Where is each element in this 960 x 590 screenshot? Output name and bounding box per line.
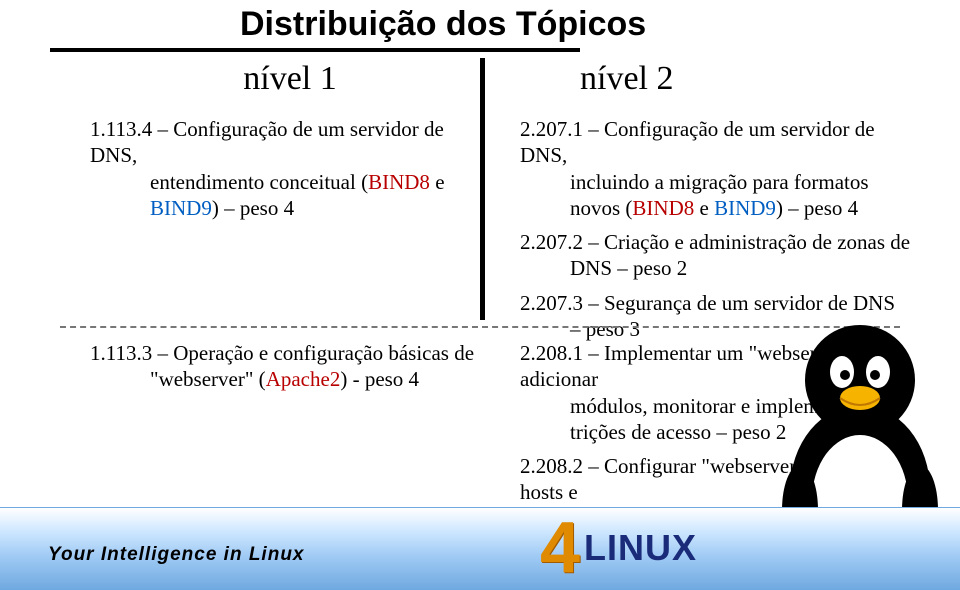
bind9-label: BIND9	[714, 196, 776, 220]
logo-text: LINUX	[584, 527, 697, 569]
col-right-row1: nível 2 2.207.1 – Configuração de um ser…	[520, 60, 920, 350]
col-left-row2: 1.113.3 – Operação e configuração básica…	[90, 340, 490, 401]
text-indent: módulos, monitorar e implementar res-	[520, 393, 920, 419]
col-header-right: nível 2	[520, 60, 920, 98]
slide: Distribuição dos Tópicos nível 1 1.113.4…	[0, 0, 960, 590]
topic-2-207-3: 2.207.3 – Segurança de um servidor de DN…	[520, 290, 920, 343]
footer-tagline: Your Intelligence in Linux	[48, 544, 305, 566]
topic-2-207-2: 2.207.2 – Criação e administração de zon…	[520, 229, 920, 282]
title-underline	[50, 48, 580, 52]
col-header-left: nível 1	[90, 60, 490, 98]
apache2-label: Apache2	[266, 367, 341, 391]
topic-2-208-1: 2.208.1 – Implementar um "webserver", ad…	[520, 340, 920, 445]
text: ) - peso 4	[340, 367, 419, 391]
text: 1.113.3 – Operação e configuração básica…	[90, 341, 474, 365]
text: e	[694, 196, 714, 220]
text-indent: "webserver" (Apache2) - peso 4	[90, 366, 490, 392]
text: "webserver" (	[150, 367, 266, 391]
text-indent: – peso 3	[520, 316, 920, 342]
logo-four: 4	[540, 512, 580, 584]
dashed-divider	[60, 326, 900, 328]
text: 2.207.2 – Criação e administração de zon…	[520, 230, 910, 254]
text-indent: entendimento conceitual (BIND8 e	[90, 169, 490, 195]
bind9-label: BIND9	[150, 196, 212, 220]
topic-2-207-1: 2.207.1 – Configuração de um servidor de…	[520, 116, 920, 221]
col-left-row1: nível 1 1.113.4 – Configuração de um ser…	[90, 60, 490, 229]
slide-title: Distribuição dos Tópicos	[240, 5, 646, 44]
text: novos (	[570, 196, 632, 220]
text-indent: novos (BIND8 e BIND9) – peso 4	[520, 195, 920, 221]
text: ) – peso 4	[776, 196, 858, 220]
bind8-label: BIND8	[368, 170, 430, 194]
text: 2.208.2 – Configurar "webserver" (virtua…	[520, 454, 872, 504]
footer-inner: Your Intelligence in Linux 4 LINUX	[0, 508, 960, 590]
bind8-label: BIND8	[632, 196, 694, 220]
text: 2.207.1 – Configuração de um servidor de…	[520, 117, 875, 167]
text: ) – peso 4	[212, 196, 294, 220]
topic-1-113-3: 1.113.3 – Operação e configuração básica…	[90, 340, 490, 393]
text-indent: incluindo a migração para formatos	[520, 169, 920, 195]
text: 1.113.4 – Configuração de um servidor de…	[90, 117, 444, 167]
text-indent: trições de acesso – peso 2	[520, 419, 920, 445]
text-indent: BIND9) – peso 4	[90, 195, 490, 221]
text: e	[430, 170, 445, 194]
logo: 4 LINUX	[540, 512, 697, 584]
text: entendimento conceitual (	[150, 170, 368, 194]
text-indent: DNS – peso 2	[520, 255, 920, 281]
topic-1-113-4: 1.113.4 – Configuração de um servidor de…	[90, 116, 490, 221]
footer: Your Intelligence in Linux 4 LINUX	[0, 507, 960, 590]
text: 2.207.3 – Segurança de um servidor de DN…	[520, 291, 895, 315]
text: 2.208.1 – Implementar um "webserver", ad…	[520, 341, 857, 391]
